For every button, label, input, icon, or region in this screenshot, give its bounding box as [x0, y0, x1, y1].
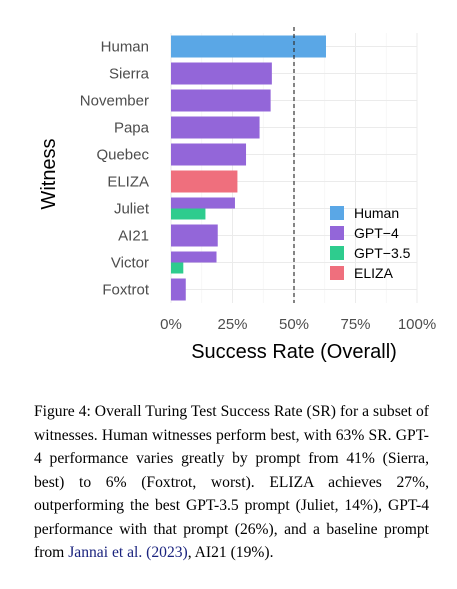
- bar-november-gpt4: [171, 89, 271, 112]
- legend-label: GPT−4: [354, 225, 399, 241]
- legend-swatch: [330, 246, 344, 260]
- y-axis-title: Witness: [38, 138, 60, 209]
- bar-quebec-gpt4: [171, 143, 247, 166]
- x-tick-label: 25%: [217, 316, 247, 333]
- figure-caption: Figure 4: Overall Turing Test Success Ra…: [34, 400, 429, 565]
- legend-swatch: [330, 226, 344, 240]
- y-tick-label: November: [80, 93, 149, 110]
- legend-label: GPT−3.5: [354, 245, 411, 261]
- bar-juliet-gpt4: [171, 197, 235, 209]
- bar-victor-gpt35: [171, 262, 184, 274]
- y-tick-label: Sierra: [109, 66, 150, 83]
- citation-link[interactable]: Jannai et al. (2023): [68, 544, 188, 561]
- y-tick-label: AI21: [118, 228, 149, 245]
- caption-text: Figure 4: Overall Turing Test Success Ra…: [34, 403, 429, 561]
- legend-label: ELIZA: [354, 265, 394, 281]
- y-tick-label: Foxtrot: [102, 282, 150, 299]
- bar-victor-gpt4: [171, 251, 217, 263]
- x-tick-label: 75%: [340, 316, 370, 333]
- chart-bars: [171, 35, 326, 301]
- y-tick-label: Victor: [111, 255, 149, 272]
- bar-juliet-gpt35: [171, 208, 206, 220]
- y-tick-label: Quebec: [96, 147, 149, 164]
- chart-legend: Human GPT−4 GPT−3.5 ELIZA: [330, 205, 411, 281]
- bar-foxtrot-gpt4: [171, 278, 186, 301]
- legend-swatch: [330, 206, 344, 220]
- x-tick-label: 100%: [398, 316, 436, 333]
- bar-papa-gpt4: [171, 116, 260, 139]
- y-tick-label: Juliet: [114, 201, 150, 218]
- x-tick-labels: 0% 25% 50% 75% 100%: [160, 316, 436, 333]
- y-tick-label: Human: [101, 39, 149, 56]
- success-rate-chart: Human Sierra November Papa Quebec ELIZA Juliet…: [38, 27, 436, 363]
- x-tick-label: 0%: [160, 316, 182, 333]
- y-tick-label: Papa: [114, 120, 150, 137]
- legend-swatch: [330, 266, 344, 280]
- bar-human-human: [171, 35, 326, 58]
- legend-label: Human: [354, 205, 399, 221]
- y-tick-labels: Human Sierra November Papa Quebec ELIZA Juliet…: [80, 39, 150, 299]
- x-axis-title: Success Rate (Overall): [191, 341, 397, 363]
- y-tick-label: ELIZA: [107, 174, 149, 191]
- bar-eliza-eliza: [171, 170, 238, 193]
- bar-ai21-gpt4: [171, 224, 218, 247]
- bar-sierra-gpt4: [171, 62, 272, 85]
- caption-text-end: , AI21 (19%).: [187, 544, 274, 561]
- x-tick-label: 50%: [279, 316, 309, 333]
